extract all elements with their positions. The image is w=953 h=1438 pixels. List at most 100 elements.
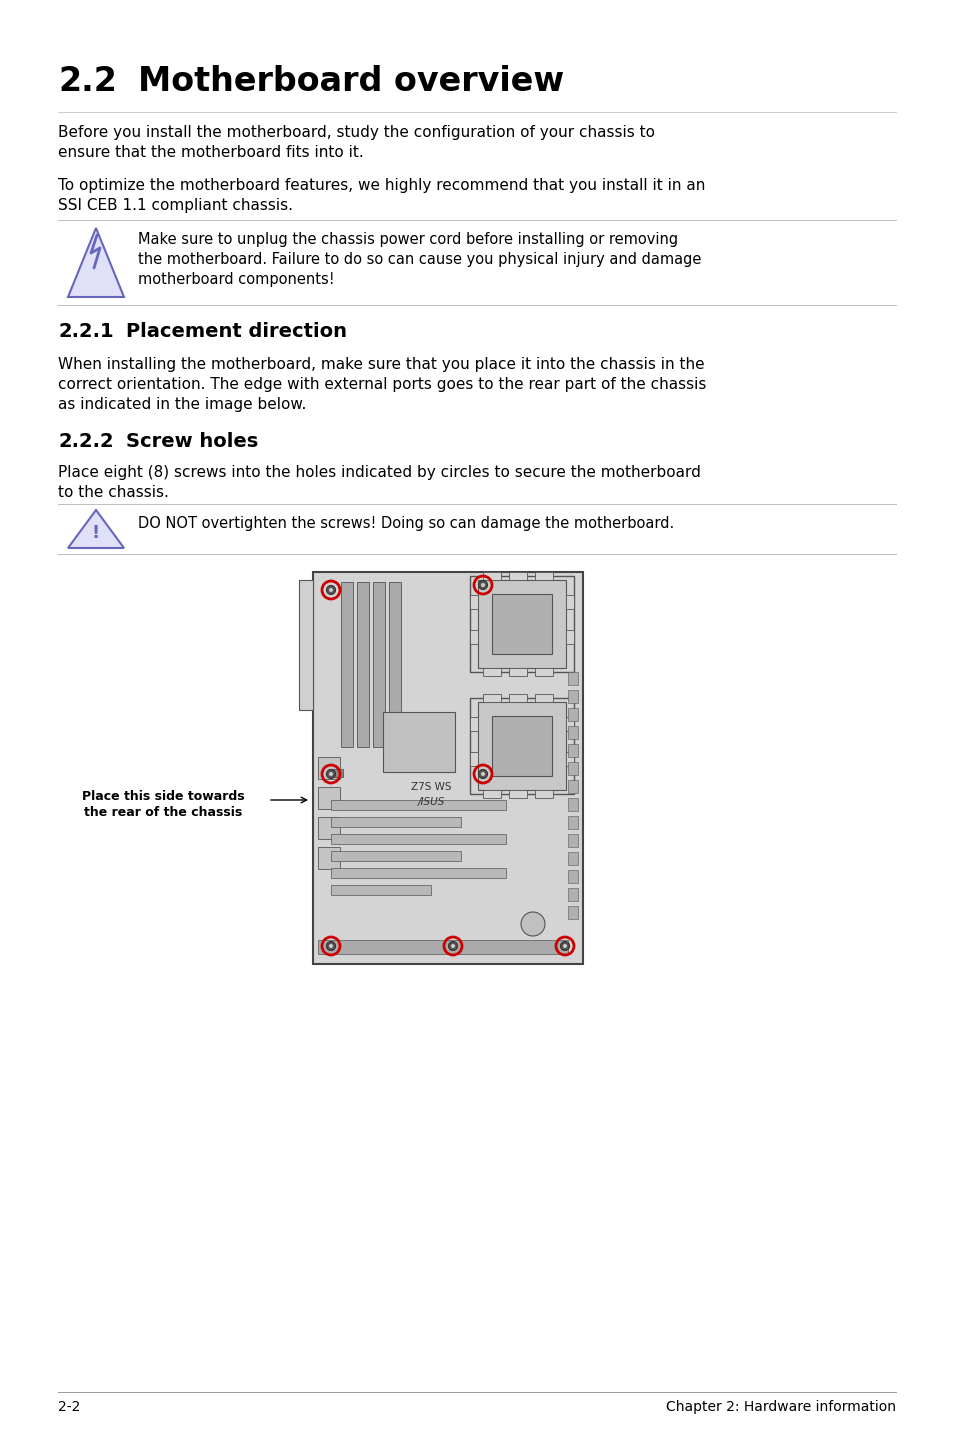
Bar xyxy=(477,702,565,789)
Bar xyxy=(317,756,339,779)
Text: To optimize the motherboard features, we highly recommend that you install it in: To optimize the motherboard features, we… xyxy=(58,178,704,213)
Bar xyxy=(470,630,477,644)
Bar xyxy=(356,582,369,746)
Text: When installing the motherboard, make sure that you place it into the chassis in: When installing the motherboard, make su… xyxy=(58,357,705,411)
Circle shape xyxy=(326,942,335,951)
Bar xyxy=(492,594,552,654)
Text: Before you install the motherboard, study the configuration of your chassis to
e: Before you install the motherboard, stud… xyxy=(58,125,655,160)
Text: DO NOT overtighten the screws! Doing so can damage the motherboard.: DO NOT overtighten the screws! Doing so … xyxy=(138,516,674,531)
Bar xyxy=(567,726,578,739)
Bar xyxy=(535,695,553,702)
Text: !: ! xyxy=(91,523,100,542)
Text: Z7S WS: Z7S WS xyxy=(411,782,451,792)
Bar xyxy=(317,847,339,869)
Bar xyxy=(470,718,477,731)
Text: 2-2: 2-2 xyxy=(58,1401,80,1414)
Text: Placement direction: Placement direction xyxy=(126,322,347,341)
Bar xyxy=(331,884,431,894)
Text: Make sure to unplug the chassis power cord before installing or removing
the mot: Make sure to unplug the chassis power co… xyxy=(138,232,700,286)
Bar xyxy=(298,624,313,638)
Bar xyxy=(482,572,500,580)
Bar xyxy=(470,752,477,766)
Circle shape xyxy=(329,943,333,948)
Bar xyxy=(340,582,353,746)
Bar xyxy=(313,572,582,963)
Circle shape xyxy=(480,582,484,587)
Circle shape xyxy=(480,772,484,777)
Bar xyxy=(331,817,460,827)
Bar xyxy=(509,695,526,702)
Circle shape xyxy=(329,772,333,777)
Bar xyxy=(567,798,578,811)
Bar xyxy=(389,582,400,746)
Bar xyxy=(331,869,505,879)
Bar xyxy=(298,644,313,659)
Bar xyxy=(382,712,455,772)
Text: the rear of the chassis: the rear of the chassis xyxy=(84,807,242,820)
Circle shape xyxy=(560,942,569,951)
Bar xyxy=(329,769,343,777)
Bar xyxy=(567,743,578,756)
Circle shape xyxy=(448,942,457,951)
Polygon shape xyxy=(68,510,124,548)
Bar xyxy=(565,752,574,766)
Text: 2.2.2: 2.2.2 xyxy=(58,431,113,452)
Bar xyxy=(509,572,526,580)
Bar xyxy=(509,789,526,798)
Bar xyxy=(317,787,339,810)
Bar xyxy=(482,789,500,798)
Circle shape xyxy=(478,769,487,778)
Text: 2.2.1: 2.2.1 xyxy=(58,322,113,341)
Text: 2.2: 2.2 xyxy=(58,65,117,98)
Bar xyxy=(470,577,574,672)
Bar xyxy=(535,572,553,580)
Text: Chapter 2: Hardware information: Chapter 2: Hardware information xyxy=(665,1401,895,1414)
Bar xyxy=(298,580,313,710)
Bar xyxy=(567,851,578,866)
Bar xyxy=(535,669,553,676)
Polygon shape xyxy=(68,229,124,298)
Bar xyxy=(567,815,578,828)
Bar xyxy=(317,817,339,838)
Bar xyxy=(565,630,574,644)
Circle shape xyxy=(520,912,544,936)
Bar xyxy=(331,834,505,844)
Text: Place eight (8) screws into the holes indicated by circles to secure the motherb: Place eight (8) screws into the holes in… xyxy=(58,464,700,500)
Circle shape xyxy=(562,943,566,948)
Circle shape xyxy=(478,581,487,590)
Bar xyxy=(317,940,567,953)
Bar xyxy=(567,690,578,703)
Bar xyxy=(482,695,500,702)
Bar xyxy=(567,889,578,902)
Circle shape xyxy=(451,943,455,948)
Bar xyxy=(535,789,553,798)
Bar xyxy=(373,582,385,746)
Text: Motherboard overview: Motherboard overview xyxy=(138,65,563,98)
Bar xyxy=(470,595,477,610)
Text: Screw holes: Screw holes xyxy=(126,431,258,452)
Bar xyxy=(298,584,313,598)
Bar xyxy=(298,664,313,677)
Bar xyxy=(492,716,552,777)
Bar xyxy=(482,669,500,676)
Text: /ISUS: /ISUS xyxy=(416,797,444,807)
Bar xyxy=(477,580,565,669)
Bar xyxy=(509,669,526,676)
Bar xyxy=(565,595,574,610)
Circle shape xyxy=(329,588,333,592)
Bar xyxy=(567,707,578,720)
Bar xyxy=(567,762,578,775)
Circle shape xyxy=(326,769,335,778)
Bar xyxy=(298,684,313,697)
Bar xyxy=(567,779,578,792)
Bar xyxy=(567,906,578,919)
Bar xyxy=(567,870,578,883)
Circle shape xyxy=(326,585,335,594)
Bar xyxy=(567,672,578,684)
Bar xyxy=(470,697,574,794)
Bar xyxy=(567,834,578,847)
Bar xyxy=(331,800,505,810)
Bar xyxy=(565,718,574,731)
Bar xyxy=(298,604,313,618)
Bar xyxy=(331,851,460,861)
